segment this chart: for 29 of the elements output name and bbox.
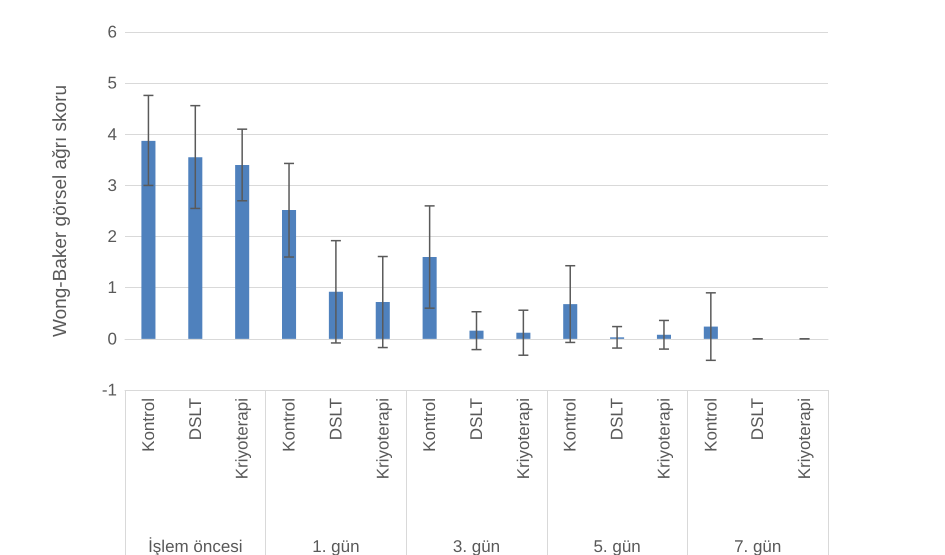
y-tick-label: 1 bbox=[108, 278, 117, 298]
y-axis-title: Wong-Baker görsel ağrı skoru bbox=[50, 84, 71, 338]
x-tick-label: Kontrol bbox=[138, 398, 158, 452]
bar bbox=[141, 140, 156, 339]
x-tick-label: DSLT bbox=[186, 398, 205, 440]
y-tick-label: -1 bbox=[102, 380, 117, 400]
y-tick-label: 4 bbox=[108, 124, 117, 144]
x-tick-label: Kriyoterapi bbox=[514, 398, 533, 480]
y-tick-label: 6 bbox=[108, 22, 117, 42]
x-tick-label: DSLT bbox=[326, 398, 346, 440]
bar bbox=[282, 210, 296, 339]
x-tick-label: Kriyoterapi bbox=[373, 398, 392, 480]
y-tick-label: 3 bbox=[108, 176, 117, 195]
x-tick-label: Kriyoterapi bbox=[795, 398, 814, 480]
x-tick-label: Kriyoterapi bbox=[654, 398, 674, 480]
x-tick-label: DSLT bbox=[608, 398, 627, 440]
bar bbox=[235, 164, 250, 339]
y-tick-label: 0 bbox=[108, 329, 117, 348]
x-tick-label: Kontrol bbox=[420, 398, 440, 452]
x-tick-label: Kontrol bbox=[701, 398, 720, 452]
y-tick-label: 5 bbox=[108, 74, 117, 93]
x-tick-label: DSLT bbox=[467, 398, 486, 440]
x-tick-label: Kriyoterapi bbox=[232, 398, 252, 480]
bar bbox=[188, 157, 202, 339]
x-tick-label: Kontrol bbox=[280, 398, 299, 452]
x-tick-label: DSLT bbox=[748, 398, 768, 440]
x-tick-label: Kontrol bbox=[560, 398, 580, 452]
bar bbox=[422, 257, 437, 339]
y-tick-label: 2 bbox=[108, 227, 117, 246]
